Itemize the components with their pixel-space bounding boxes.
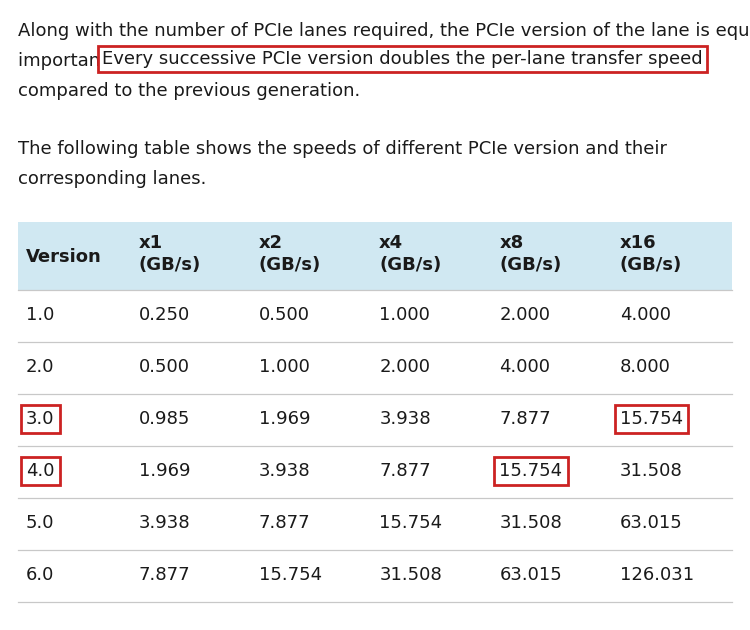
Text: 4.000: 4.000 [620, 306, 670, 324]
Text: 63.015: 63.015 [500, 566, 562, 584]
Text: 1.0: 1.0 [26, 306, 54, 324]
Text: 0.500: 0.500 [139, 358, 190, 376]
Text: Every successive PCIe version doubles the per-lane transfer speed: Every successive PCIe version doubles th… [102, 50, 703, 68]
Text: corresponding lanes.: corresponding lanes. [18, 170, 206, 188]
Text: The following table shows the speeds of different PCIe version and their: The following table shows the speeds of … [18, 140, 667, 158]
Text: 0.500: 0.500 [259, 306, 310, 324]
Text: 6.0: 6.0 [26, 566, 54, 584]
Text: 15.754: 15.754 [620, 410, 682, 428]
Text: 2.0: 2.0 [26, 358, 55, 376]
Text: 2.000: 2.000 [380, 358, 430, 376]
Text: Version: Version [26, 248, 102, 266]
Text: 3.938: 3.938 [139, 514, 190, 532]
Text: 2.000: 2.000 [500, 306, 550, 324]
Text: 31.508: 31.508 [500, 514, 562, 532]
Text: 7.877: 7.877 [139, 566, 190, 584]
Text: x1: x1 [139, 234, 163, 252]
Text: (GB/s): (GB/s) [259, 256, 321, 274]
Text: 3.938: 3.938 [259, 462, 310, 480]
Text: 4.0: 4.0 [26, 462, 55, 480]
Text: 15.754: 15.754 [500, 462, 562, 480]
Text: 1.000: 1.000 [380, 306, 430, 324]
Text: x8: x8 [500, 234, 523, 252]
Text: 63.015: 63.015 [620, 514, 682, 532]
Text: Along with the number of PCIe lanes required, the PCIe version of the lane is eq: Along with the number of PCIe lanes requ… [18, 22, 750, 40]
Text: 4.000: 4.000 [500, 358, 550, 376]
Bar [18, 222, 732, 290]
Text: (GB/s): (GB/s) [380, 256, 442, 274]
Text: (GB/s): (GB/s) [500, 256, 562, 274]
Text: 0.985: 0.985 [139, 410, 190, 428]
Text: 31.508: 31.508 [380, 566, 442, 584]
Text: 7.877: 7.877 [259, 514, 310, 532]
Text: 5.0: 5.0 [26, 514, 55, 532]
Text: 8.000: 8.000 [620, 358, 670, 376]
Text: 15.754: 15.754 [380, 514, 442, 532]
Text: 0.250: 0.250 [139, 306, 190, 324]
Text: 1.000: 1.000 [259, 358, 310, 376]
Text: 3.938: 3.938 [380, 410, 430, 428]
Text: 31.508: 31.508 [620, 462, 682, 480]
Text: (GB/s): (GB/s) [620, 256, 682, 274]
Text: important.: important. [18, 52, 118, 70]
Text: 15.754: 15.754 [259, 566, 322, 584]
Text: compared to the previous generation.: compared to the previous generation. [18, 82, 360, 100]
Text: 126.031: 126.031 [620, 566, 694, 584]
Text: 7.877: 7.877 [500, 410, 551, 428]
Text: 7.877: 7.877 [380, 462, 430, 480]
Text: 1.969: 1.969 [139, 462, 190, 480]
Text: x16: x16 [620, 234, 656, 252]
Text: (GB/s): (GB/s) [139, 256, 201, 274]
Text: x2: x2 [259, 234, 283, 252]
Text: 1.969: 1.969 [259, 410, 310, 428]
Text: x4: x4 [380, 234, 404, 252]
Text: 3.0: 3.0 [26, 410, 55, 428]
